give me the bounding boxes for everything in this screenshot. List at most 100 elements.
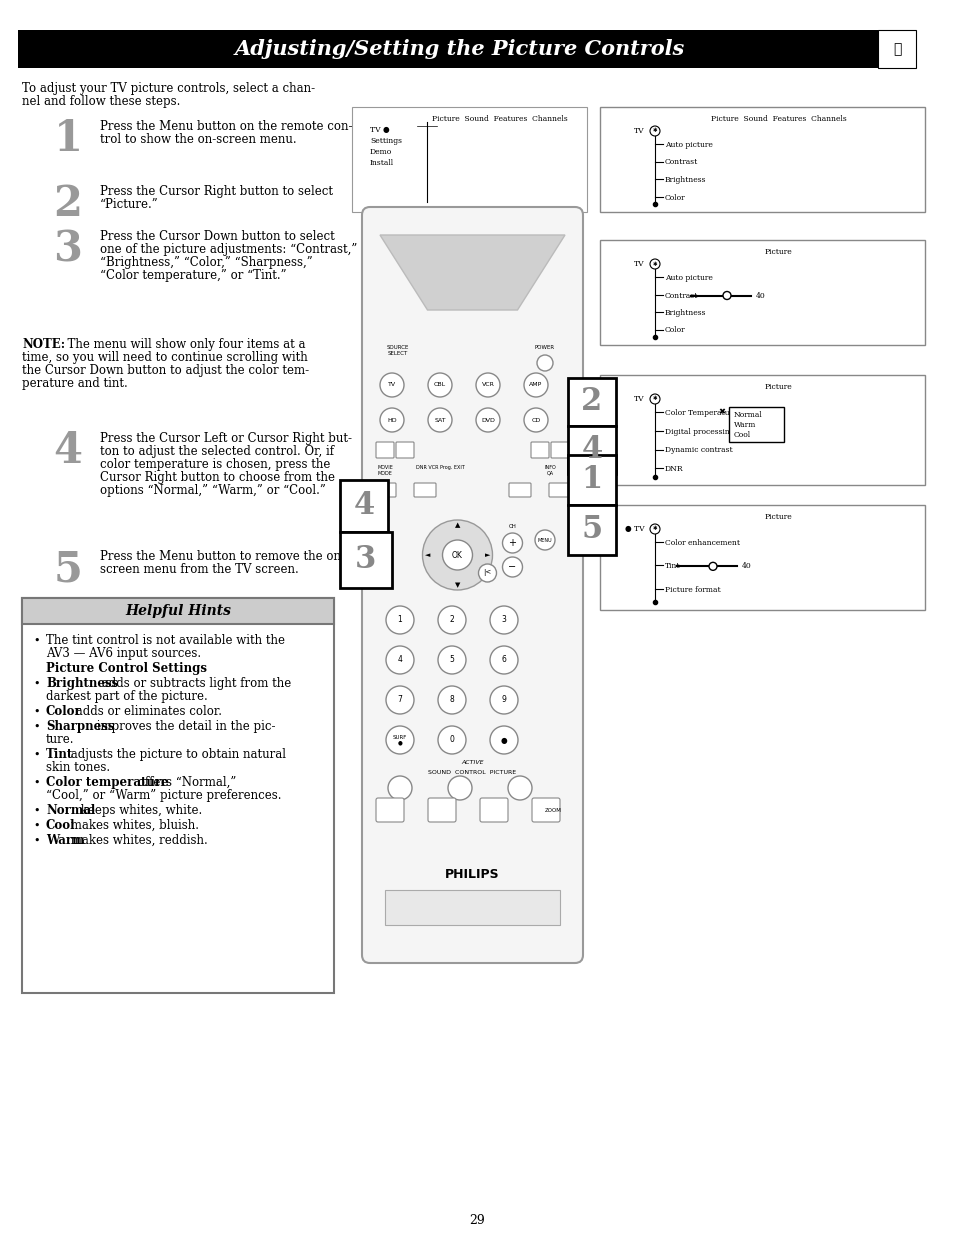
Text: Press the Cursor Down button to select: Press the Cursor Down button to select	[100, 230, 335, 243]
Text: screen menu from the TV screen.: screen menu from the TV screen.	[100, 563, 298, 576]
Circle shape	[386, 606, 414, 634]
Circle shape	[708, 562, 717, 571]
Text: HD: HD	[387, 417, 396, 422]
Text: Color: Color	[664, 326, 685, 335]
Circle shape	[502, 534, 522, 553]
Bar	[599, 505, 924, 610]
Circle shape	[386, 726, 414, 755]
Text: improves the detail in the pic-: improves the detail in the pic-	[92, 720, 275, 734]
Text: Cool: Cool	[46, 819, 75, 832]
Circle shape	[422, 520, 492, 590]
Text: Settings: Settings	[370, 137, 401, 144]
Text: “Picture.”: “Picture.”	[100, 198, 158, 211]
Text: TV: TV	[634, 395, 644, 403]
Text: 4: 4	[353, 490, 375, 521]
Text: 8: 8	[449, 695, 454, 704]
Text: DNR: DNR	[664, 466, 683, 473]
Text: the Cursor Down button to adjust the color tem-: the Cursor Down button to adjust the col…	[22, 364, 309, 377]
Bar	[599, 375, 924, 485]
FancyBboxPatch shape	[414, 483, 436, 496]
FancyBboxPatch shape	[551, 442, 568, 458]
Text: •: •	[33, 679, 40, 689]
Text: Tint: Tint	[46, 748, 73, 761]
Text: Color: Color	[46, 705, 82, 718]
Bar	[567, 505, 616, 555]
Text: ZOOM: ZOOM	[544, 808, 561, 813]
Text: DVD: DVD	[480, 417, 495, 422]
Text: 5: 5	[580, 515, 602, 546]
Bar	[352, 107, 586, 212]
Text: AMP: AMP	[529, 383, 542, 388]
Circle shape	[523, 408, 547, 432]
Text: NOTE:: NOTE:	[22, 338, 65, 351]
Bar	[567, 454, 616, 505]
Text: POWER: POWER	[535, 345, 555, 350]
Bar	[567, 426, 616, 474]
Text: ◄: ◄	[424, 552, 430, 558]
Text: Contrast: Contrast	[664, 158, 698, 167]
Text: 4: 4	[397, 656, 402, 664]
Circle shape	[428, 373, 452, 396]
Text: ● TV: ● TV	[625, 525, 644, 534]
Text: makes whites, reddish.: makes whites, reddish.	[67, 834, 208, 847]
Text: To adjust your TV picture controls, select a chan-: To adjust your TV picture controls, sele…	[22, 82, 314, 95]
FancyBboxPatch shape	[532, 798, 559, 823]
Text: ture.: ture.	[46, 734, 74, 746]
Text: skin tones.: skin tones.	[46, 761, 110, 774]
Text: Color temperature: Color temperature	[46, 776, 169, 789]
Circle shape	[649, 259, 659, 269]
Text: 40: 40	[755, 291, 765, 300]
Text: ACTIVE: ACTIVE	[460, 760, 483, 764]
Text: Install: Install	[370, 159, 394, 167]
Text: CBL: CBL	[434, 383, 446, 388]
Text: 3: 3	[501, 615, 506, 625]
Bar	[18, 30, 915, 68]
Circle shape	[386, 685, 414, 714]
Text: 4: 4	[53, 430, 82, 472]
Text: perature and tint.: perature and tint.	[22, 377, 128, 390]
Text: Auto picture: Auto picture	[664, 274, 712, 282]
Text: 9: 9	[501, 695, 506, 704]
Text: Digital processing: Digital processing	[664, 427, 734, 436]
Text: ▲: ▲	[455, 522, 459, 529]
Circle shape	[448, 776, 472, 800]
Text: INFO
QA: INFO QA	[543, 466, 556, 475]
Text: ✱: ✱	[652, 526, 657, 531]
Text: CH: CH	[508, 525, 516, 530]
Text: 2: 2	[449, 615, 454, 625]
Text: The tint control is not available with the: The tint control is not available with t…	[46, 634, 285, 647]
Text: SOURCE
SELECT: SOURCE SELECT	[386, 345, 409, 356]
Text: Brightness: Brightness	[46, 677, 118, 690]
Text: TV ●: TV ●	[370, 126, 389, 135]
Text: adds or eliminates color.: adds or eliminates color.	[71, 705, 222, 718]
Circle shape	[535, 530, 555, 550]
Text: 6: 6	[501, 656, 506, 664]
Text: ✱: ✱	[652, 128, 657, 133]
Text: Picture: Picture	[764, 383, 792, 391]
Text: ●: ●	[500, 736, 507, 745]
Text: −: −	[508, 562, 516, 572]
FancyBboxPatch shape	[531, 442, 548, 458]
Circle shape	[649, 524, 659, 534]
Text: 40: 40	[741, 562, 751, 571]
Text: 0: 0	[449, 736, 454, 745]
Text: DNR VCR Prog. EXIT: DNR VCR Prog. EXIT	[416, 466, 464, 471]
Text: ►: ►	[484, 552, 490, 558]
Text: Press the Menu button on the remote con-: Press the Menu button on the remote con-	[100, 120, 352, 133]
Text: Color Temperature: Color Temperature	[664, 409, 737, 417]
Text: Picture  Sound  Features  Channels: Picture Sound Features Channels	[432, 115, 567, 124]
Text: ▼: ▼	[455, 582, 459, 588]
Text: TV: TV	[388, 383, 395, 388]
Circle shape	[490, 685, 517, 714]
Text: time, so you will need to continue scrolling with: time, so you will need to continue scrol…	[22, 351, 308, 364]
Text: AV3 — AV6 input sources.: AV3 — AV6 input sources.	[46, 647, 201, 659]
Text: Warm: Warm	[733, 421, 755, 429]
Text: Color enhancement: Color enhancement	[664, 538, 740, 547]
Text: •: •	[33, 806, 40, 816]
Text: Press the Menu button to remove the on-: Press the Menu button to remove the on-	[100, 550, 345, 563]
Text: Sharpness: Sharpness	[46, 720, 114, 734]
FancyBboxPatch shape	[374, 483, 395, 496]
Polygon shape	[379, 235, 564, 310]
Circle shape	[437, 685, 465, 714]
Text: |<: |<	[483, 569, 491, 577]
